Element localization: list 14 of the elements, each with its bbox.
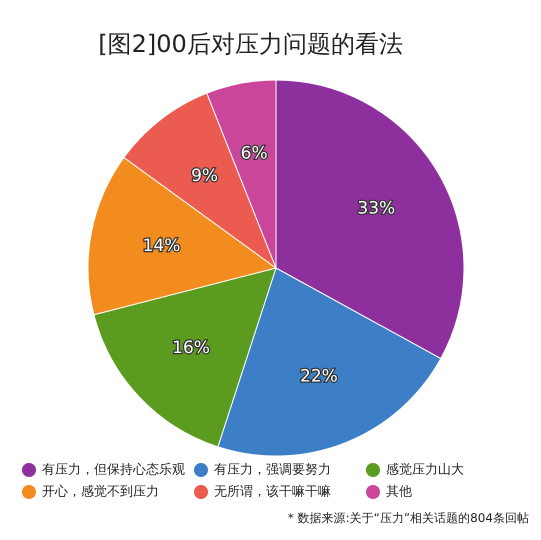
legend-label: 其他 <box>386 484 412 500</box>
data-label: 9% <box>191 166 218 186</box>
text: * 数据来源:关于“压力”相关话题的804条回帖 <box>288 511 529 525</box>
legend-label: 感觉压力山大 <box>386 462 464 478</box>
legend-label: 有压力，但保持心态乐观 <box>42 462 185 478</box>
legend-label: 有压力，强调要努力 <box>214 462 331 478</box>
chart-title: [图2]00后对压力问题的看法 <box>98 30 403 58</box>
data-label: 16% <box>172 338 210 358</box>
data-label: 6% <box>240 144 268 164</box>
legend-label: 无所谓，该干嘛干嘛 <box>214 484 331 500</box>
legend-label: 开心，感觉不到压力 <box>42 484 159 500</box>
data-label: 22% <box>300 366 338 386</box>
data-label: 33% <box>357 198 396 219</box>
data-label: 14% <box>142 236 180 256</box>
